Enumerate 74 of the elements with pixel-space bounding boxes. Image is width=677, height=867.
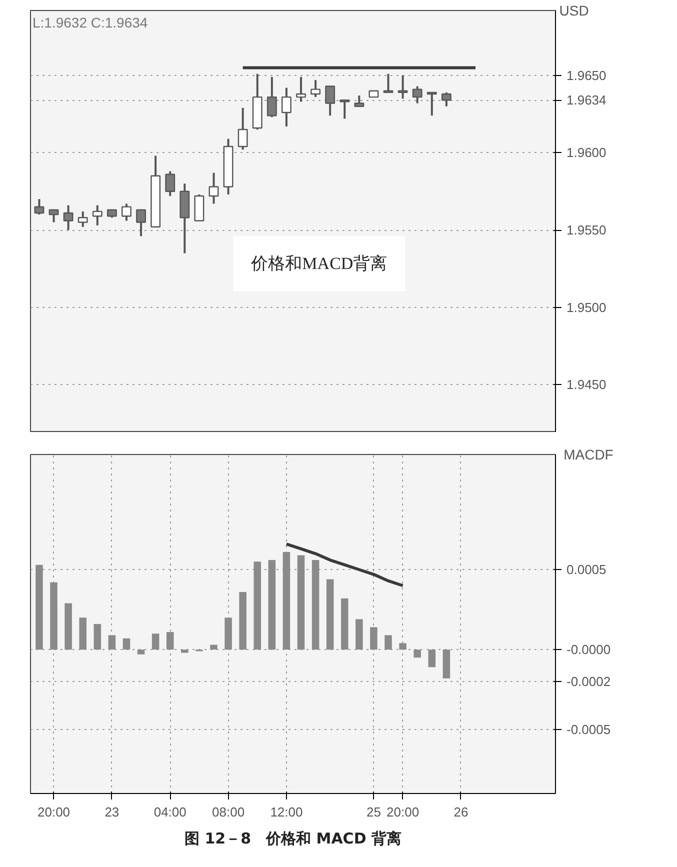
- y-tick-label: 1.9500: [566, 300, 606, 315]
- bar: [108, 635, 116, 650]
- line-series: [284, 542, 404, 588]
- candlestick: [63, 204, 74, 231]
- candlestick: [441, 91, 452, 108]
- annotation: L:1.9632 C:1.9634: [32, 14, 148, 30]
- candlestick: [383, 72, 394, 94]
- bar: [166, 632, 174, 650]
- candlestick: [296, 76, 306, 103]
- bar: [137, 650, 145, 654]
- y-tick-label: 1.9600: [566, 145, 606, 160]
- bar: [384, 635, 392, 650]
- x-tick-label: 20:00: [386, 804, 420, 820]
- bar: [94, 624, 102, 650]
- candlestick: [266, 76, 277, 118]
- bar: [254, 562, 262, 650]
- candlestick: [426, 91, 437, 117]
- bar: [239, 592, 246, 650]
- candlestick: [78, 210, 88, 228]
- candlestick: [354, 94, 364, 108]
- candlestick: [208, 172, 219, 205]
- candlestick: [325, 85, 336, 117]
- y-axis-title: USD: [559, 2, 589, 18]
- x-tick-label: 26: [454, 804, 468, 820]
- bar: [36, 564, 43, 650]
- bar: [122, 638, 130, 650]
- candlestick: [398, 74, 408, 100]
- bar: [50, 582, 58, 650]
- y-tick-label: 0.0005: [566, 562, 606, 578]
- candlestick: [92, 204, 102, 226]
- candlestick: [238, 106, 248, 151]
- x-tick-label: 23: [104, 804, 120, 820]
- bar: [326, 579, 334, 650]
- bar: [64, 603, 72, 650]
- bar: [181, 650, 188, 653]
- bar: [224, 618, 232, 650]
- bar: [268, 560, 276, 650]
- candlestick: [136, 208, 146, 238]
- y-tick-label: -0.0002: [566, 674, 611, 690]
- bar: [79, 618, 86, 650]
- bar: [356, 619, 363, 650]
- bar: [282, 552, 290, 650]
- x-tick-label: 20:00: [38, 804, 70, 820]
- y-tick-label: 1.9550: [566, 222, 606, 238]
- bar: [370, 627, 378, 650]
- y-axis-title: MACDF: [564, 446, 614, 462]
- bar: [152, 634, 160, 650]
- bar: [414, 650, 421, 658]
- y-tick-label: -0.0005: [566, 722, 611, 738]
- y-tick-label: -0.0000: [566, 642, 611, 658]
- bar: [210, 644, 218, 650]
- text: 图 12－8 价格和 MACD 背离: [184, 830, 402, 848]
- candlestick: [281, 86, 292, 128]
- candlestick: [340, 99, 350, 120]
- y-tick-label: 1.9634: [566, 92, 606, 108]
- candlestick: [122, 202, 132, 222]
- candlestick: [34, 198, 44, 216]
- bar: [312, 560, 320, 650]
- x-tick-label: 25: [366, 804, 381, 820]
- bar: [340, 598, 348, 650]
- bar: [399, 643, 406, 650]
- y-tick-label: 1.9450: [566, 377, 606, 392]
- candlestick: [48, 208, 59, 224]
- x-tick-label: 08:00: [212, 804, 245, 820]
- bar: [428, 650, 436, 668]
- bar: [442, 650, 450, 678]
- y-tick-label: 1.9650: [566, 68, 606, 83]
- bar: [297, 555, 305, 650]
- annotation: 价格和MACD背离: [250, 254, 388, 274]
- candlestick: [412, 85, 422, 104]
- candlestick: [310, 79, 321, 98]
- x-tick-label: 04:00: [154, 804, 186, 820]
- candlestick: [165, 170, 176, 197]
- x-tick-label: 12:00: [270, 804, 303, 820]
